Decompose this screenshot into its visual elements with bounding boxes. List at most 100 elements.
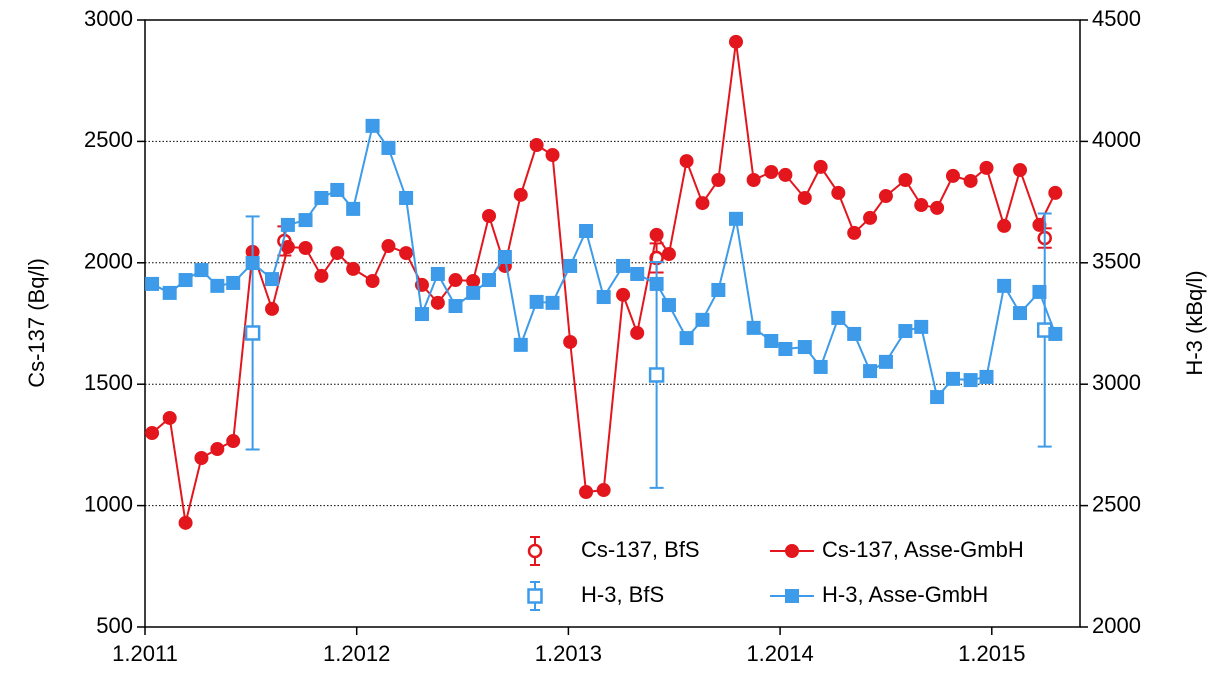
y2-tick-label: 3000 [1092,370,1141,395]
data-point [298,240,313,255]
data-point [914,319,929,334]
data-point [381,239,396,254]
data-point [346,261,361,276]
data-point [945,168,960,183]
data-point [746,173,761,188]
data-point [529,294,544,309]
data-point [466,285,481,300]
data-point [616,258,631,273]
data-point [194,451,209,466]
data-point [448,299,463,314]
data-point [482,273,497,288]
y-tick-label: 3000 [84,6,133,31]
data-point [979,160,994,175]
data-point [728,34,743,49]
data-point [797,190,812,205]
data-point [414,307,429,322]
data-point [813,359,828,374]
data-point [728,211,743,226]
data-point [649,276,664,291]
data-point [914,198,929,213]
data-point [563,258,578,273]
data-point [930,200,945,215]
data-point [661,298,676,313]
data-point [778,341,793,356]
data-point [314,268,329,283]
data-point [679,154,694,169]
data-point [466,274,481,289]
data-point [178,515,193,530]
x-tick-label: 1.2014 [746,641,813,666]
y-axis-label: Cs-137 (Bq/l) [24,258,49,388]
data-point [813,159,828,174]
data-point [162,410,177,425]
data-point [630,266,645,281]
data-point [579,485,594,500]
data-point [764,164,779,179]
data-point [711,173,726,188]
data-point [330,246,345,261]
data-point [945,371,960,386]
data-point [797,340,812,355]
data-point [695,312,710,327]
data-point [210,278,225,293]
data-point [898,173,913,188]
data-point [1048,326,1063,341]
legend-marker [527,588,543,604]
data-point [265,301,280,316]
data-point [746,320,761,335]
y-tick-label: 2000 [84,249,133,274]
data-point [430,266,445,281]
data-point [226,434,241,449]
data-point [210,442,225,457]
y2-axis-label: H-3 (kBq/l) [1182,270,1207,375]
data-point [930,390,945,405]
data-point [194,263,209,278]
data-point [997,218,1012,233]
data-point [764,333,779,348]
legend-label: H-3, BfS [581,582,664,607]
data-point [661,247,676,262]
data-point [863,210,878,225]
data-point [778,167,793,182]
data-point [448,273,463,288]
data-point [513,187,528,202]
data-point [1013,163,1028,178]
y2-tick-label: 3500 [1092,249,1141,274]
data-point [648,367,665,383]
data-point [399,246,414,261]
data-point [430,295,445,310]
y-tick-label: 1000 [84,491,133,516]
legend-marker [785,589,799,603]
y-tick-label: 2500 [84,127,133,152]
x-tick-label: 1.2012 [323,641,390,666]
data-point [711,282,726,297]
data-point [695,196,710,211]
data-point [1013,306,1028,321]
data-point [596,290,611,305]
y2-tick-label: 2000 [1092,613,1141,638]
data-point [1032,284,1047,299]
data-point [679,331,694,346]
data-point [616,287,631,302]
data-point [1032,217,1047,232]
x-tick-label: 1.2013 [535,641,602,666]
data-point [226,275,241,290]
data-point [365,118,380,133]
data-point [563,334,578,349]
data-point [847,326,862,341]
data-point [847,225,862,240]
y2-tick-label: 4000 [1092,127,1141,152]
data-point [244,325,261,341]
data-point [831,185,846,200]
data-point [298,213,313,228]
legend-marker [785,544,799,558]
data-point [162,285,177,300]
data-point [863,364,878,379]
plot-frame [144,19,1081,628]
data-point [381,140,396,155]
data-point [831,310,846,325]
data-point [545,147,560,162]
y2-tick-label: 4500 [1092,6,1141,31]
